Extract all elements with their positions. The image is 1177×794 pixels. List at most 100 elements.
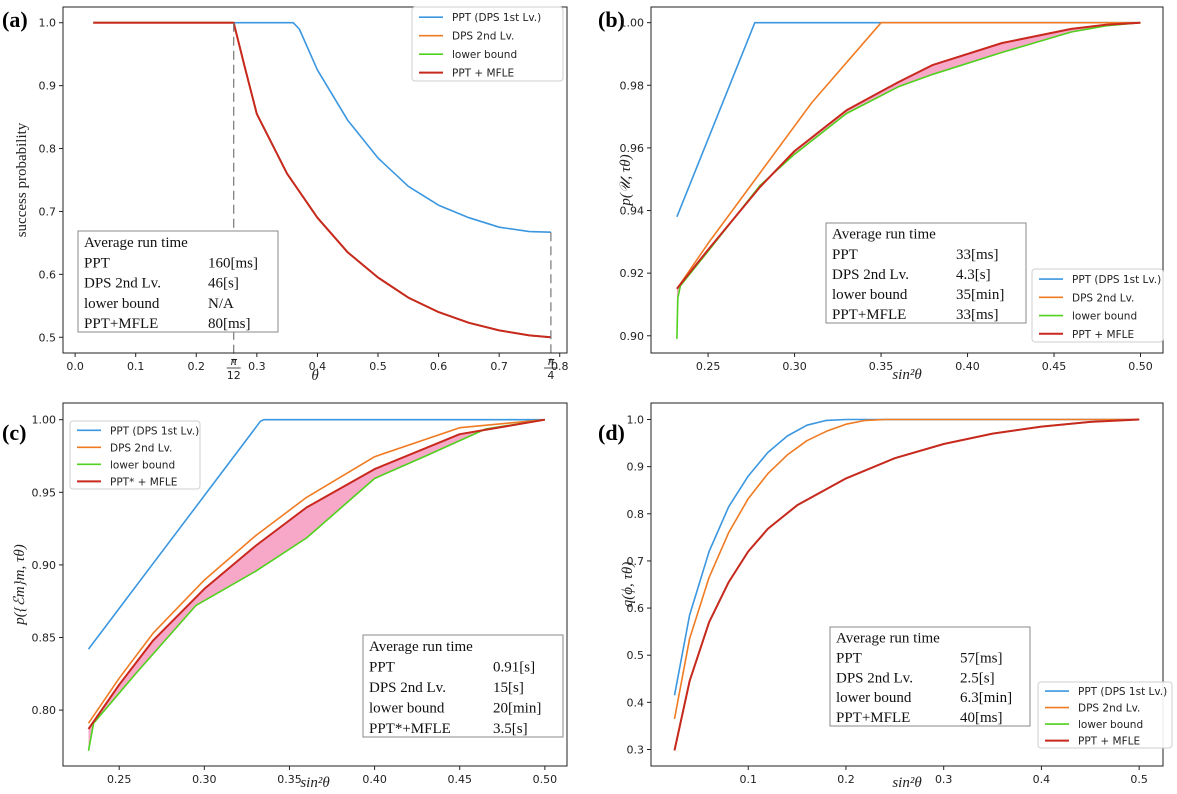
x-tick-label: 0.30 [782,360,807,373]
x-tick-label: 0.4 [309,360,327,373]
y-tick-label: 1.00 [32,414,57,427]
legend-label: PPT (DPS 1st Lv.) [1072,274,1161,286]
legend: PPT (DPS 1st Lv.) DPS 2nd Lv. lower bound P… [1037,681,1173,749]
y-tick-label: 0.7 [39,205,57,218]
runtime-table-title: Average run time [836,630,940,646]
runtime-value: 0.91[s] [493,660,535,676]
runtime-value: 4.3[s] [956,267,991,283]
runtime-table: Average run time PPT 57[ms] DPS 2nd Lv. 2.5[… [829,626,1031,727]
runtime-value: 160[ms] [208,255,258,271]
y-tick-label: 0.5 [627,649,645,662]
legend-label: lower bound [110,459,175,471]
runtime-value: 2.5[s] [960,670,995,686]
fraction-numerator: π [230,355,237,368]
runtime-value: 15[s] [493,680,524,696]
panel-tag: (a) [2,7,28,32]
runtime-table-title: Average run time [832,227,936,243]
legend-label: DPS 2nd Lv. [1078,703,1140,715]
x-tick-label: 0.0 [66,360,84,373]
legend-label: PPT + MFLE [1078,736,1140,748]
runtime-method-name: PPT+MFLE [836,710,910,726]
x-tick-label: 0.8 [551,360,569,373]
x-tick-label: 0.30 [192,773,217,786]
runtime-method-name: lower bound [84,296,160,312]
legend: PPT (DPS 1st Lv.) DPS 2nd Lv. lower bound P… [1031,268,1164,343]
series-line-ppt [673,418,1140,696]
series-line-ppt [87,418,545,650]
runtime-value: 3.5[s] [493,721,528,737]
runtime-value: 33[ms] [956,307,999,323]
x-tick-label: 0.2 [837,773,855,786]
series-line-mfle [676,21,1141,290]
y-tick-label: 1.0 [627,414,645,427]
legend-label: DPS 2nd Lv. [1072,292,1134,304]
panel-c: (c) 0.25 0.30 0.35 0.40 0.45 0.50 0.80 0.85 0.90 0… [2,402,568,791]
runtime-value: 35[min] [956,287,1004,303]
runtime-table-title: Average run time [369,639,473,655]
x-tick-label: 0.1 [739,773,757,786]
y-axis-label: success probability [14,122,30,237]
y-tick-label: 0.4 [627,696,645,709]
panel-b: (b) 0.25 0.30 0.35 0.40 0.45 0.50 0.90 0.92 0.94 0… [598,6,1164,383]
runtime-method-name: PPT [84,255,110,271]
legend-box [69,420,201,490]
x-tick-label: 0.25 [107,773,132,786]
legend-label: DPS 2nd Lv. [110,442,172,454]
y-tick-label: 0.85 [32,631,57,644]
legend-label: PPT + MFLE [1072,329,1134,341]
runtime-table-box [825,222,1027,324]
runtime-method-name: DPS 2nd Lv. [369,680,446,696]
y-tick-label: 0.3 [627,744,645,757]
x-tick-label: 0.25 [696,360,721,373]
special-tick-label: π4 [543,355,558,382]
axes-frame [650,6,1164,354]
x-tick-label: 0.45 [1042,360,1067,373]
x-tick-label: 0.4 [1033,773,1051,786]
series-line-ppt [676,21,1141,218]
x-tick-label: 0.3 [935,773,953,786]
runtime-table: Average run time PPT 160[ms] DPS 2nd Lv. 46[… [77,230,279,333]
runtime-value: 6.3[min] [960,690,1012,706]
x-tick-label: 0.35 [869,360,894,373]
x-tick-label: 0.1 [127,360,145,373]
series-line-mfle [673,418,1140,751]
x-tick-label: 0.6 [430,360,448,373]
y-tick-label: 0.8 [627,508,645,521]
y-tick-label: 0.6 [627,602,645,615]
x-tick-label: 0.50 [1128,360,1153,373]
runtime-value: 40[ms] [960,710,1003,726]
y-tick-label: 0.7 [627,555,645,568]
legend-label: lower bound [452,49,517,61]
runtime-method-name: lower bound [836,690,912,706]
x-tick-label: 0.7 [490,360,508,373]
series-line-mfle [93,21,551,339]
runtime-method-name: DPS 2nd Lv. [832,267,909,283]
x-tick-label: 0.40 [362,773,387,786]
legend-box [1031,268,1164,343]
y-tick-label: 0.90 [32,559,57,572]
x-tick-label: 0.50 [533,773,558,786]
x-tick-label: 0.40 [955,360,980,373]
legend-box [411,6,564,82]
runtime-value: 20[min] [493,701,541,717]
fraction-denominator: 4 [547,369,554,382]
y-axis-label: q(ϕ, τθ) [620,562,636,608]
runtime-value: 80[ms] [208,316,251,332]
runtime-method-name: PPT+MFLE [832,307,906,323]
runtime-method-name: lower bound [369,701,445,717]
axes-frame [650,402,1164,767]
y-tick-label: 1.0 [39,17,57,30]
runtime-method-name: DPS 2nd Lv. [836,670,913,686]
axes-frame [62,6,568,354]
x-tick-label: 0.45 [447,773,472,786]
x-axis-label: sin²θ [892,367,922,383]
series-line-ppt [93,21,551,233]
y-axis-label: p({ℰm}m, τθ) [12,544,28,625]
series-line-lower [87,418,546,751]
runtime-value: 57[ms] [960,651,1003,667]
runtime-value: 33[ms] [956,247,999,263]
fraction-denominator: 12 [227,369,241,382]
x-tick-label: 0.5 [369,360,387,373]
special-tick-label: π12 [226,355,241,382]
